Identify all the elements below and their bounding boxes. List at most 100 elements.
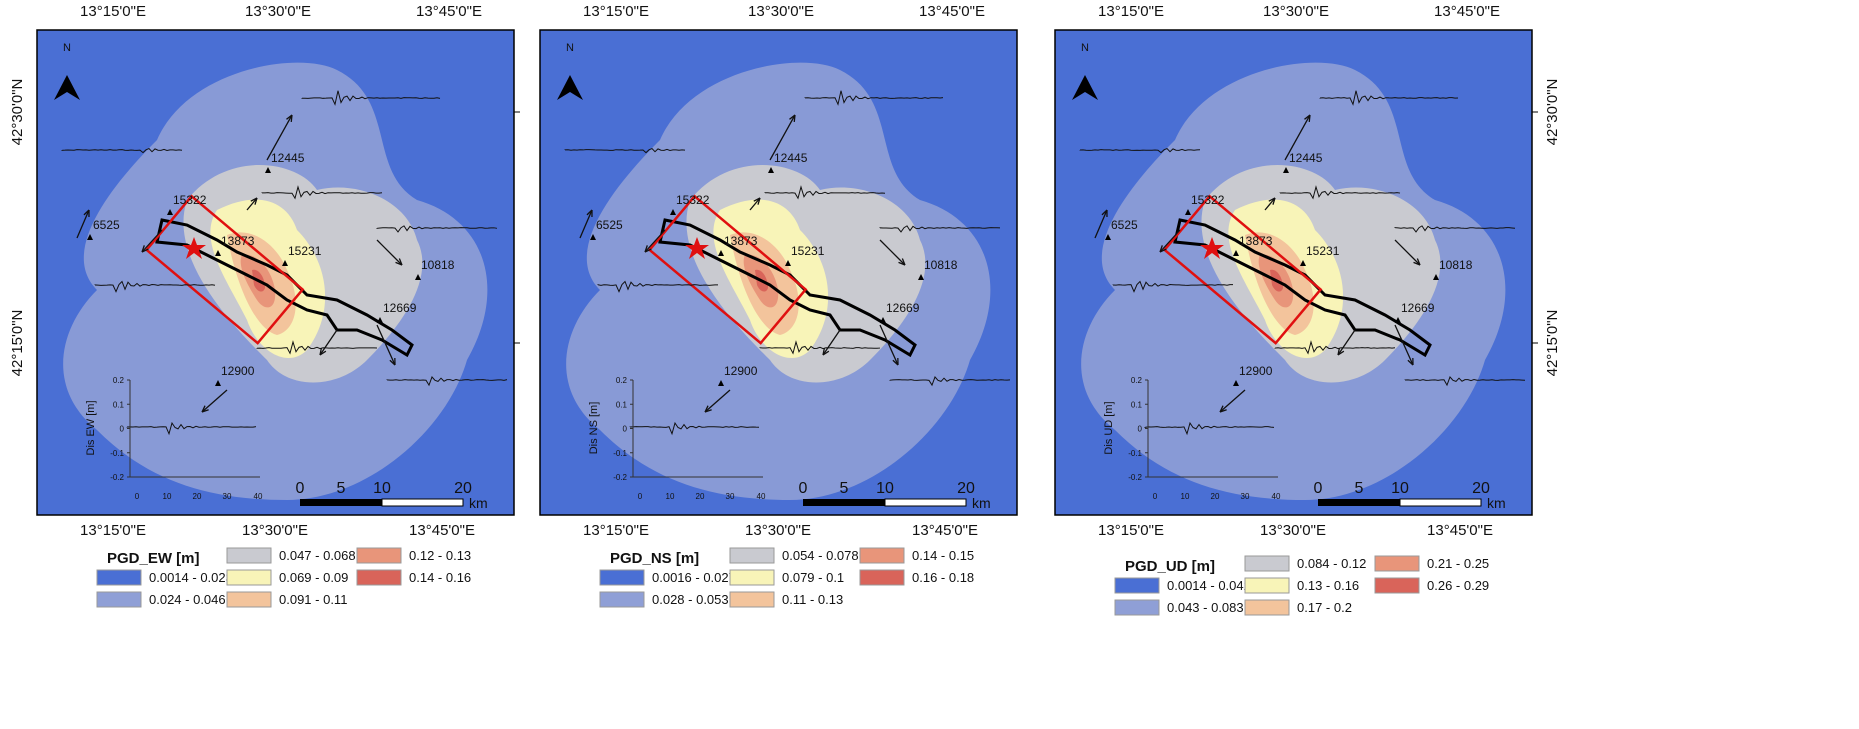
figure: 124451532265251387315231108181266912900N… (0, 0, 1859, 729)
legend-swatch (600, 592, 644, 607)
legend-label: 0.054 - 0.078 (782, 548, 859, 563)
legend-label: 0.0014 - 0.042 (1167, 578, 1251, 593)
legend-title: PGD_NS [m] (610, 550, 699, 567)
legend-label: 0.16 - 0.18 (912, 570, 974, 585)
legend-swatch (227, 592, 271, 607)
inset-y-tick: 0.1 (1131, 400, 1143, 409)
scale-label: 0 (799, 480, 808, 497)
scale-bar (382, 499, 463, 506)
map-panel: 124451532265251387315231108181266912900N… (9, 3, 520, 539)
legend-swatch (1375, 556, 1419, 571)
lon-label-bottom: 13°45'0"E (912, 522, 978, 539)
inset-x-tick: 0 (638, 492, 643, 501)
legend-swatch (730, 548, 774, 563)
legend-label: 0.0014 - 0.023 (149, 570, 233, 585)
legend-label: 0.13 - 0.16 (1297, 578, 1359, 593)
lon-label-top: 13°30'0"E (748, 3, 814, 20)
lon-label-top: 13°45'0"E (416, 3, 482, 20)
legend-swatch (97, 592, 141, 607)
lon-label-top: 13°15'0"E (1098, 3, 1164, 20)
scale-label: 5 (337, 480, 346, 497)
inset-x-tick: 10 (163, 492, 172, 501)
legend-title: PGD_UD [m] (1125, 558, 1215, 575)
inset-y-label: Dis EW [m] (85, 401, 97, 456)
inset-x-tick: 10 (666, 492, 675, 501)
station-label: 15322 (676, 193, 710, 207)
scale-label: 5 (1355, 480, 1364, 497)
inset-x-tick: 40 (1272, 492, 1281, 501)
inset-x-tick: 40 (254, 492, 263, 501)
north-label: N (63, 42, 71, 54)
map-panel: 124451532265251387315231108181266912900N… (1055, 3, 1561, 539)
legend-swatch (1115, 578, 1159, 593)
lon-label-bottom: 13°15'0"E (583, 522, 649, 539)
legend-label: 0.12 - 0.13 (409, 548, 471, 563)
lon-label-bottom: 13°30'0"E (745, 522, 811, 539)
legend-label: 0.14 - 0.15 (912, 548, 974, 563)
inset-y-tick: 0 (120, 425, 125, 434)
lon-label-bottom: 13°45'0"E (409, 522, 475, 539)
station-label: 12900 (724, 364, 758, 378)
legend-label: 0.084 - 0.12 (1297, 556, 1366, 571)
scale-bar (885, 499, 966, 506)
station-label: 12900 (1239, 364, 1273, 378)
inset-y-tick: 0.2 (616, 376, 628, 385)
legend-label: 0.17 - 0.2 (1297, 600, 1352, 615)
station-label: 13873 (724, 234, 758, 248)
scale-label: 5 (840, 480, 849, 497)
station-label: 15322 (1191, 193, 1225, 207)
inset-y-tick: 0.2 (113, 376, 125, 385)
north-label: N (1081, 42, 1089, 54)
legend-swatch (860, 548, 904, 563)
scale-label: 0 (1314, 480, 1323, 497)
inset-y-tick: 0.1 (113, 400, 125, 409)
lon-label-top: 13°30'0"E (1263, 3, 1329, 20)
legend-label: 0.079 - 0.1 (782, 570, 844, 585)
scale-bar (1400, 499, 1481, 506)
legend-swatch (730, 570, 774, 585)
lat-label: 42°30'0"N (9, 79, 26, 146)
legend-swatch (227, 548, 271, 563)
legend-label: 0.091 - 0.11 (279, 592, 347, 607)
scale-bar (1318, 499, 1400, 506)
inset-y-label: Dis NS [m] (588, 402, 600, 455)
station-label: 10818 (924, 258, 958, 272)
inset-x-tick: 0 (135, 492, 140, 501)
inset-x-tick: 30 (726, 492, 735, 501)
station-label: 6525 (1111, 218, 1138, 232)
station-label: 10818 (421, 258, 455, 272)
legend-swatch (600, 570, 644, 585)
inset-x-tick: 30 (1241, 492, 1250, 501)
legend-swatch (1245, 578, 1289, 593)
lat-label: 42°30'0"N (1544, 79, 1561, 146)
station-label: 12445 (1289, 151, 1323, 165)
inset-y-tick: -0.2 (1128, 473, 1142, 482)
scale-unit: km (972, 495, 991, 511)
lon-label-bottom: 13°30'0"E (242, 522, 308, 539)
scale-label: 10 (1391, 480, 1409, 497)
lon-label-top: 13°15'0"E (583, 3, 649, 20)
scale-unit: km (469, 495, 488, 511)
lat-label: 42°15'0"N (9, 310, 26, 377)
legend-swatch (1115, 600, 1159, 615)
inset-x-tick: 40 (757, 492, 766, 501)
lon-label-top: 13°45'0"E (919, 3, 985, 20)
station-label: 12445 (271, 151, 305, 165)
lon-label-top: 13°30'0"E (245, 3, 311, 20)
inset-x-tick: 30 (223, 492, 232, 501)
legend-label: 0.14 - 0.16 (409, 570, 471, 585)
scale-unit: km (1487, 495, 1506, 511)
legend-swatch (1245, 556, 1289, 571)
inset-y-tick: -0.2 (110, 473, 124, 482)
lon-label-bottom: 13°45'0"E (1427, 522, 1493, 539)
station-label: 6525 (93, 218, 120, 232)
station-label: 12445 (774, 151, 808, 165)
inset-x-tick: 20 (696, 492, 705, 501)
inset-y-tick: -0.1 (1128, 449, 1142, 458)
legend-label: 0.047 - 0.068 (279, 548, 356, 563)
lon-label-top: 13°45'0"E (1434, 3, 1500, 20)
station-label: 12900 (221, 364, 255, 378)
inset-y-tick: -0.2 (613, 473, 627, 482)
lon-label-bottom: 13°15'0"E (80, 522, 146, 539)
station-label: 13873 (1239, 234, 1273, 248)
